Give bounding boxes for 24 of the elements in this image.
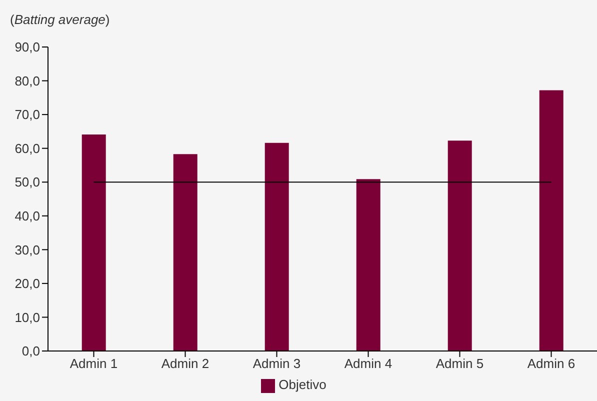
chart-title: (Batting average) [10, 12, 110, 27]
x-tick-label: Admin 1 [70, 356, 118, 372]
y-tick-label: 90,0 [14, 40, 40, 55]
bar [264, 142, 289, 351]
y-tick-label: 20,0 [14, 276, 40, 292]
x-tick-label: Admin 5 [436, 356, 484, 372]
y-tick-label: 30,0 [14, 242, 40, 258]
bar [356, 179, 380, 351]
y-tick-label: 10,0 [14, 310, 40, 325]
bar [82, 134, 106, 351]
bar [448, 140, 472, 351]
x-tick-label: Admin 6 [527, 356, 576, 372]
y-tick-label: 60,0 [14, 140, 40, 156]
x-tick-label: Admin 3 [252, 356, 301, 372]
y-tick-label: 70,0 [14, 107, 40, 122]
y-tick-label: 40,0 [14, 208, 40, 224]
bar [173, 154, 198, 351]
x-tick-label: Admin 2 [161, 356, 210, 372]
x-tick-label: Admin 4 [344, 356, 392, 372]
bar [539, 90, 564, 351]
y-tick-label: 0,0 [22, 344, 40, 359]
y-tick-label: 50,0 [14, 174, 40, 190]
legend-label: Objetivo [278, 377, 326, 392]
y-tick-label: 80,0 [14, 73, 40, 88]
